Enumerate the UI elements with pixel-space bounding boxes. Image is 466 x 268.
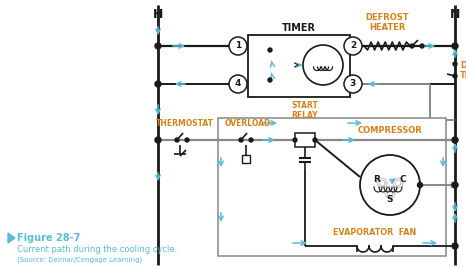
Circle shape xyxy=(293,138,297,142)
Circle shape xyxy=(452,137,458,143)
Text: COMPRESSOR: COMPRESSOR xyxy=(357,126,422,135)
Circle shape xyxy=(268,78,272,82)
Bar xyxy=(248,35,350,97)
Text: S: S xyxy=(387,195,393,203)
Circle shape xyxy=(453,74,457,78)
Text: OVERLOAD: OVERLOAD xyxy=(225,119,271,128)
Circle shape xyxy=(229,37,247,55)
Circle shape xyxy=(268,48,272,52)
Text: DEFROST
HEATER: DEFROST HEATER xyxy=(365,13,409,32)
Text: 2: 2 xyxy=(350,42,356,50)
Text: 1: 1 xyxy=(235,42,241,50)
Circle shape xyxy=(410,44,414,48)
Text: START
RELAY: START RELAY xyxy=(292,100,318,120)
Text: THERMOSTAT: THERMOSTAT xyxy=(156,119,214,128)
Circle shape xyxy=(185,138,189,142)
Bar xyxy=(242,155,250,163)
Circle shape xyxy=(155,137,161,143)
Circle shape xyxy=(229,75,247,93)
Circle shape xyxy=(420,44,424,48)
Circle shape xyxy=(452,182,458,188)
Bar xyxy=(295,133,315,147)
Text: H: H xyxy=(153,8,163,21)
Text: C: C xyxy=(400,174,406,184)
Circle shape xyxy=(175,138,179,142)
Circle shape xyxy=(155,81,161,87)
Text: Current path during the cooling cycle.: Current path during the cooling cycle. xyxy=(17,245,177,255)
Circle shape xyxy=(155,43,161,49)
Circle shape xyxy=(303,45,343,85)
Text: 4: 4 xyxy=(235,80,241,88)
Circle shape xyxy=(452,43,458,49)
Text: Figure 28-7: Figure 28-7 xyxy=(17,233,80,243)
Polygon shape xyxy=(8,233,15,243)
Circle shape xyxy=(313,138,317,142)
Text: (Source: Delmar/Cengage Learning): (Source: Delmar/Cengage Learning) xyxy=(17,257,142,263)
Text: EVAPORATOR  FAN: EVAPORATOR FAN xyxy=(333,228,417,237)
Circle shape xyxy=(453,62,457,66)
Text: TIMER: TIMER xyxy=(282,23,316,33)
Text: N: N xyxy=(450,8,460,21)
Circle shape xyxy=(418,183,423,188)
Circle shape xyxy=(360,155,420,215)
Circle shape xyxy=(249,138,253,142)
Text: R: R xyxy=(374,174,380,184)
Circle shape xyxy=(452,243,458,249)
Circle shape xyxy=(239,138,243,142)
Circle shape xyxy=(344,37,362,55)
Bar xyxy=(218,118,446,256)
Circle shape xyxy=(344,75,362,93)
Text: 3: 3 xyxy=(350,80,356,88)
Text: DEFROST
THERMOSTAT: DEFROST THERMOSTAT xyxy=(460,61,466,80)
